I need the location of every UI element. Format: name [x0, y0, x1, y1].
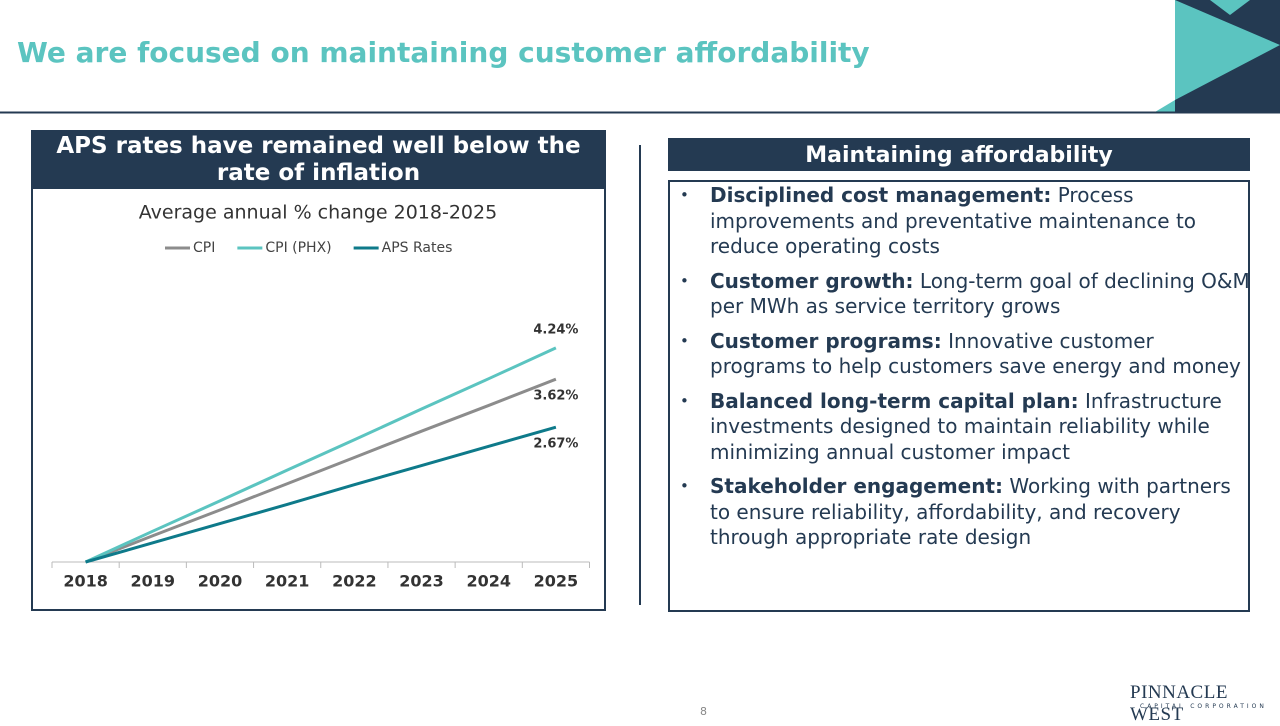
bullet-lead: Stakeholder engagement: — [710, 474, 1004, 498]
legend-label: APS Rates — [382, 240, 453, 256]
x-tick-label: 2022 — [332, 572, 377, 591]
corner-triangle — [1175, 0, 1280, 100]
legend-label: CPI (PHX) — [265, 240, 331, 256]
panel-heading: Maintaining affordability — [668, 138, 1250, 171]
bullet-lead: Customer growth: — [710, 268, 914, 293]
corner-triangle — [1210, 0, 1250, 15]
x-tick-label: 2023 — [399, 572, 444, 591]
logo-subtitle: CAPITAL CORPORATION — [1140, 703, 1267, 710]
line — [84, 346, 557, 564]
x-tick-label: 2024 — [466, 572, 511, 591]
line — [85, 425, 557, 564]
bullet-text: Infrastructure investments designed to m… — [710, 388, 1222, 464]
x-tick-label: 2019 — [131, 572, 176, 591]
bullet: Disciplined cost management: Process imp… — [676, 183, 1251, 260]
bullet-text: Working with partners to ensure reliabil… — [710, 474, 1231, 549]
bullet-text: Long-term goal of declining O&M per MWh … — [710, 268, 1250, 319]
x-tick-label: 2025 — [534, 572, 579, 591]
bullet-text: Innovative customer programs to help cus… — [710, 328, 1241, 379]
corner-triangle — [1155, 100, 1175, 112]
bullet: Balanced long-term capital plan: Infrast… — [676, 389, 1251, 466]
bullet-list: Disciplined cost management: Process imp… — [676, 183, 1251, 560]
x-tick-label: 2021 — [265, 572, 310, 591]
chart-title: Average annual % change 2018-2025 — [139, 202, 497, 224]
bullet-lead: Customer programs: — [710, 328, 942, 353]
bullet: Stakeholder engagement: Working with par… — [676, 474, 1251, 551]
data-label: 2.67% — [533, 437, 578, 452]
data-label: 3.62% — [533, 389, 578, 404]
legend-label: CPI — [193, 240, 215, 256]
bullet-text: Process improvements and preventative ma… — [710, 183, 1197, 258]
panel-heading: APS rates have remained well below the r… — [31, 130, 606, 189]
bullet-lead: Balanced long-term capital plan: — [710, 388, 1079, 413]
bullet: Customer programs: Innovative customer p… — [676, 329, 1251, 380]
bullet: Customer growth: Long-term goal of decli… — [676, 269, 1251, 320]
x-tick-label: 2018 — [63, 572, 108, 591]
bullet-lead: Disciplined cost management: — [710, 183, 1052, 207]
page-number: 8 — [700, 705, 707, 718]
line — [85, 377, 557, 564]
slide-title: We are focused on maintaining customer a… — [17, 36, 870, 69]
data-label: 4.24% — [533, 322, 578, 337]
x-tick-label: 2020 — [198, 572, 243, 591]
